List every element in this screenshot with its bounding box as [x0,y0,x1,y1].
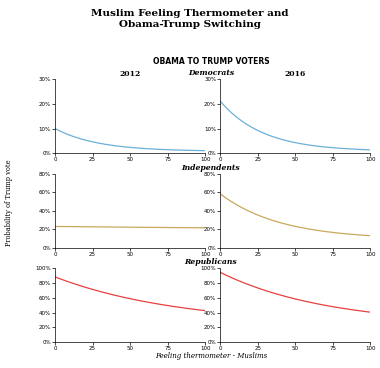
Text: Probability of Trump vote: Probability of Trump vote [5,159,14,246]
Title: 2016: 2016 [285,70,306,78]
Text: Democrats: Democrats [188,69,234,77]
Text: OBAMA TO TRUMP VOTERS: OBAMA TO TRUMP VOTERS [153,57,269,66]
Text: Republicans: Republicans [185,258,237,266]
Text: Independents: Independents [182,164,240,172]
Text: Feeling thermometer - Muslims: Feeling thermometer - Muslims [155,352,267,360]
Title: 2012: 2012 [120,70,141,78]
Text: Muslim Feeling Thermometer and
Obama-Trump Switching: Muslim Feeling Thermometer and Obama-Tru… [91,9,289,29]
